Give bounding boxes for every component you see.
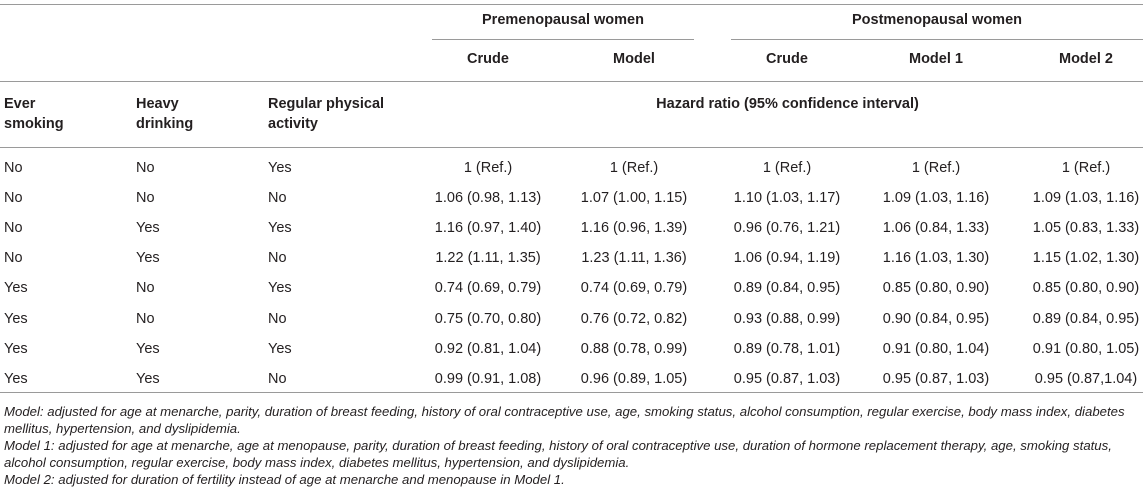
cell-drinking: No	[136, 160, 155, 176]
cell-smoking: Yes	[4, 340, 28, 357]
cell-smoking: Yes	[4, 310, 28, 327]
cell-activity: No	[268, 190, 287, 207]
cell-smoking: No	[4, 190, 23, 207]
note-model2: Model 2: adjusted for duration of fertil…	[4, 472, 565, 487]
cell-activity: Yes	[268, 340, 292, 357]
cell-pre-model: 1.07 (1.00, 1.15)	[580, 190, 688, 207]
cell-post-crude: 0.93 (0.88, 0.99)	[733, 310, 841, 327]
cell-post-model2: 1.15 (1.02, 1.30)	[1032, 250, 1140, 267]
cell-pre-crude: 0.99 (0.91, 1.08)	[434, 370, 542, 387]
cell-post-model1: 1.09 (1.03, 1.16)	[882, 190, 990, 207]
cell-pre-crude: 1.06 (0.98, 1.13)	[434, 190, 542, 207]
hazard-ratio-header: Hazard ratio (95% confidence interval)	[656, 96, 919, 112]
col-post-model2: Model 2	[1059, 51, 1113, 67]
cell-post-model2: 1.05 (0.83, 1.33)	[1032, 220, 1140, 237]
cell-pre-crude: 1 (Ref.)	[463, 160, 513, 176]
cell-post-model1: 1.16 (1.03, 1.30)	[882, 250, 990, 267]
cell-activity: Yes	[268, 220, 292, 237]
cell-smoking: Yes	[4, 280, 28, 297]
cell-post-model1: 0.90 (0.84, 0.95)	[882, 310, 990, 327]
cell-pre-model: 0.88 (0.78, 0.99)	[580, 340, 688, 357]
cell-post-crude: 0.89 (0.78, 1.01)	[733, 340, 841, 357]
cell-activity: No	[268, 370, 287, 387]
cell-pre-crude: 1.22 (1.11, 1.35)	[435, 250, 541, 267]
cell-smoking: Yes	[4, 370, 28, 387]
table-notes: Model: adjusted for age at menarche, par…	[4, 403, 1140, 488]
cell-post-model1: 0.95 (0.87, 1.03)	[882, 370, 990, 387]
col-pre-model: Model	[613, 51, 655, 67]
cell-drinking: Yes	[136, 220, 160, 237]
cell-post-model2: 0.91 (0.80, 1.05)	[1032, 340, 1140, 357]
note-model1: Model 1: adjusted for age at menarche, a…	[4, 438, 1112, 470]
cell-post-crude: 0.96 (0.76, 1.21)	[733, 220, 841, 237]
cell-post-crude: 1 (Ref.)	[762, 160, 812, 176]
cell-post-model2: 1.09 (1.03, 1.16)	[1032, 190, 1140, 207]
col-pre-crude: Crude	[467, 51, 509, 67]
top-rule	[0, 4, 1143, 5]
column-header-rule	[0, 81, 1143, 82]
cell-activity: No	[268, 310, 287, 327]
cell-post-crude: 1.10 (1.03, 1.17)	[733, 190, 841, 207]
cell-drinking: No	[136, 310, 155, 327]
cell-post-crude: 1.06 (0.94, 1.19)	[733, 250, 841, 267]
cell-post-model2: 0.89 (0.84, 0.95)	[1032, 310, 1140, 327]
row-header-drinking: Heavy drinking	[136, 96, 194, 132]
postmenopausal-group-header: Postmenopausal women	[851, 12, 1022, 28]
cell-post-model1: 1 (Ref.)	[911, 160, 961, 176]
cell-post-model1: 0.85 (0.80, 0.90)	[882, 280, 990, 297]
cell-post-model2: 0.85 (0.80, 0.90)	[1032, 280, 1140, 297]
cell-pre-crude: 1.16 (0.97, 1.40)	[434, 220, 542, 237]
cell-post-model2: 1 (Ref.)	[1061, 160, 1111, 176]
cell-post-model1: 1.06 (0.84, 1.33)	[882, 220, 990, 237]
cell-pre-crude: 0.92 (0.81, 1.04)	[434, 340, 542, 357]
col-post-crude: Crude	[766, 51, 808, 67]
cell-pre-model: 1.23 (1.11, 1.36)	[581, 250, 687, 267]
postmenopausal-rule	[731, 39, 1143, 40]
note-model: Model: adjusted for age at menarche, par…	[4, 404, 1125, 436]
cell-drinking: No	[136, 280, 155, 297]
header-bottom-rule	[0, 147, 1143, 148]
cell-pre-model: 1 (Ref.)	[609, 160, 659, 176]
cell-drinking: Yes	[136, 340, 160, 357]
cell-smoking: No	[4, 160, 23, 176]
table-bottom-rule	[0, 392, 1143, 393]
row-header-smoking: Ever smoking	[4, 96, 64, 132]
cell-post-crude: 0.89 (0.84, 0.95)	[733, 280, 841, 297]
cell-pre-model: 0.74 (0.69, 0.79)	[580, 280, 688, 297]
row-header-activity: Regular physical activity	[268, 96, 385, 132]
premenopausal-rule	[432, 39, 694, 40]
cell-post-crude: 0.95 (0.87, 1.03)	[733, 370, 841, 387]
cell-pre-model: 1.16 (0.96, 1.39)	[580, 220, 688, 237]
premenopausal-group-header: Premenopausal women	[482, 12, 644, 28]
cell-pre-model: 0.76 (0.72, 0.82)	[580, 310, 688, 327]
col-post-model1: Model 1	[909, 51, 963, 67]
cell-smoking: No	[4, 220, 23, 237]
cell-drinking: No	[136, 190, 155, 207]
cell-pre-crude: 0.75 (0.70, 0.80)	[434, 310, 542, 327]
cell-pre-model: 0.96 (0.89, 1.05)	[580, 370, 688, 387]
cell-drinking: Yes	[136, 250, 160, 267]
cell-activity: Yes	[268, 160, 292, 176]
cell-activity: Yes	[268, 280, 292, 297]
cell-smoking: No	[4, 250, 23, 267]
cell-post-model1: 0.91 (0.80, 1.04)	[882, 340, 990, 357]
cell-activity: No	[268, 250, 287, 267]
cell-pre-crude: 0.74 (0.69, 0.79)	[434, 280, 542, 297]
cell-post-model2: 0.95 (0.87,1.04)	[1034, 370, 1138, 387]
cell-drinking: Yes	[136, 370, 160, 387]
